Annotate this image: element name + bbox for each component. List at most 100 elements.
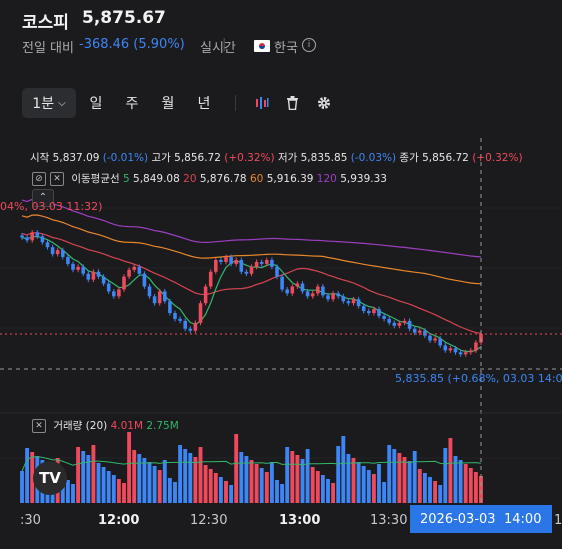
volume-bar [162,460,167,503]
volume-value: 4.01M [110,420,144,432]
ma-legend: ⊘ ✕ 이동평균선 5 5,849.08 20 5,876.78 60 5,916… [32,171,387,186]
ma60-period: 60 [249,173,264,185]
candle-body [367,311,371,314]
volume-ma-value: 2.75M [146,420,179,432]
ma-label: 이동평균선 [71,173,120,185]
candle-body [321,286,325,296]
close-icon[interactable]: ✕ [50,172,64,186]
region-label: 한국 [274,41,298,56]
volume-bar [468,468,473,503]
candle-body [331,293,335,300]
volume-bar [137,454,142,503]
volume-bar [101,467,106,503]
candle-body [101,276,106,284]
candle-body [270,259,274,267]
candle-body [112,291,116,297]
candle-body [418,330,422,333]
timeframe-1min-button[interactable]: 1분 ⌵ [22,88,76,118]
ma120-value: 5,939.33 [340,173,387,185]
volume-bar [116,479,121,503]
timeframe-year-button[interactable]: 년 [192,88,216,118]
close-value: 5,856.72 [422,152,469,164]
candle-body [214,259,218,272]
candle-body [382,315,386,319]
timeframe-day-button[interactable]: 일 [84,88,108,118]
candlestick-icon[interactable] [250,88,274,118]
candle-body [392,322,397,326]
volume-bar [417,469,422,503]
volume-bar [208,469,213,503]
volume-bar [269,462,274,503]
volume-bar [326,479,330,503]
volume-label: 거래량 (20) [53,420,108,432]
candle-body [208,271,213,287]
candle-body [402,320,407,323]
low-value: 5,835.85 [300,152,348,164]
high-marker-label: 04%, 03.03 11:32) [0,200,103,213]
volume-bar [60,476,65,503]
volume-bar [152,466,157,503]
volume-ma-line [21,456,482,472]
volume-bar [111,475,116,503]
separator: | [222,37,227,52]
gear-icon[interactable] [312,88,336,118]
volume-bar [167,478,172,503]
candle-body [45,242,50,248]
candle-body [81,266,85,274]
volume-bar [203,465,208,503]
collapse-legend-button[interactable]: ⌃ [32,189,54,207]
candle-body [20,235,24,238]
volume-bar [81,451,86,503]
candle-body [30,232,34,241]
candle-body [469,350,473,353]
eye-off-icon[interactable]: ⊘ [32,172,46,186]
volume-bar [254,464,259,503]
candle-body [254,261,259,267]
volume-bar [346,454,351,503]
x-tick: :30 [20,513,41,528]
volume-bar [239,452,244,503]
volume-bar [25,448,30,503]
volume-bar [295,455,300,503]
open-label: 시작 [30,152,50,164]
volume-bar [331,483,336,503]
volume-bar [285,447,290,503]
index-name: 코스피 [22,13,69,33]
timeframe-month-button[interactable]: 월 [156,88,180,118]
open-value: 5,837.09 [52,152,100,164]
candle-body [244,271,249,274]
timeframe-week-button[interactable]: 주 [120,88,144,118]
volume-bar [356,462,361,503]
candle-body [356,299,361,307]
high-label: 고가 [151,152,171,164]
close-icon[interactable]: ✕ [32,419,46,433]
volume-bar [264,472,269,503]
timeframe-year-label: 년 [197,96,211,112]
candle-body [310,293,315,297]
candle-body [142,273,147,287]
candle-body [453,348,458,353]
volume-bar [479,476,483,503]
index-price: 5,875.67 [82,8,166,28]
volume-bar [106,471,111,503]
candle-body [173,313,177,319]
gear-svg [318,97,330,109]
volume-bar [443,448,448,503]
change-value: -368.46 (5.90%) [79,37,185,52]
volume-bar [229,485,234,503]
candle-body [474,342,478,351]
volume-bar [178,445,183,503]
volume-bar [366,470,371,503]
candle-body [249,266,254,274]
candle-body [423,330,427,336]
volume-bar [438,485,443,503]
volume-bar [142,458,147,503]
candle-body [86,273,91,280]
info-circle-icon[interactable]: i [302,38,316,52]
trash-icon[interactable] [280,88,304,118]
candle-body [377,309,381,316]
tradingview-logo[interactable]: TV [33,461,67,495]
volume-bar [336,446,341,503]
volume-bar [122,483,126,503]
price-chart[interactable] [0,138,562,508]
